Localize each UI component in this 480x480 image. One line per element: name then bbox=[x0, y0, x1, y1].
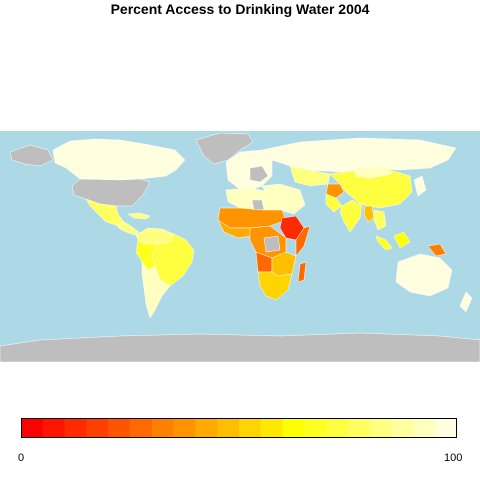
mongolia bbox=[354, 165, 393, 179]
legend-swatch bbox=[195, 418, 218, 438]
legend-outline bbox=[21, 418, 457, 438]
greenland bbox=[195, 132, 254, 165]
legend-swatch bbox=[326, 418, 349, 438]
southern-africa bbox=[257, 271, 293, 301]
southeast-asia bbox=[373, 209, 387, 231]
legend-swatch bbox=[304, 418, 327, 438]
legend-swatch bbox=[173, 418, 196, 438]
legend-swatch bbox=[369, 418, 392, 438]
australia bbox=[395, 253, 453, 297]
legend-swatch bbox=[282, 418, 305, 438]
myanmar bbox=[363, 205, 375, 223]
legend-swatch bbox=[413, 418, 436, 438]
legend-swatch bbox=[21, 418, 44, 438]
legend-swatch bbox=[239, 418, 262, 438]
legend-swatch bbox=[217, 418, 240, 438]
legend-swatch bbox=[260, 418, 283, 438]
legend-swatch bbox=[42, 418, 65, 438]
caribbean bbox=[127, 212, 151, 220]
legend-swatch bbox=[435, 418, 457, 438]
afghanistan bbox=[325, 183, 345, 199]
pakistan bbox=[325, 193, 343, 213]
color-legend bbox=[21, 418, 457, 438]
antarctica bbox=[0, 332, 480, 362]
page-title: Percent Access to Drinking Water 2004 bbox=[110, 1, 370, 17]
legend-swatch bbox=[391, 418, 414, 438]
borneo-java bbox=[393, 231, 411, 249]
alaska bbox=[9, 144, 54, 167]
legend-swatch bbox=[64, 418, 87, 438]
madagascar bbox=[297, 261, 307, 283]
somalia bbox=[295, 225, 311, 257]
legend-swatches bbox=[21, 418, 457, 438]
eastern-europe-no-data bbox=[249, 165, 269, 183]
legend-swatch bbox=[348, 418, 371, 438]
india bbox=[339, 199, 363, 233]
legend-min-label: 0 bbox=[18, 452, 25, 464]
central-america bbox=[115, 221, 140, 236]
southern-cone bbox=[141, 261, 171, 319]
world-choropleth-map bbox=[0, 131, 480, 362]
canada bbox=[52, 138, 186, 181]
congo-no-data bbox=[263, 235, 281, 253]
new-zealand bbox=[459, 291, 473, 313]
papua-new-guinea bbox=[427, 243, 447, 257]
usa bbox=[71, 178, 151, 207]
legend-swatch bbox=[130, 418, 153, 438]
sumatra bbox=[375, 235, 393, 251]
legend-swatch bbox=[151, 418, 174, 438]
sahara-no-data bbox=[251, 199, 265, 211]
legend-swatch bbox=[86, 418, 109, 438]
legend-max-label: 100 bbox=[444, 452, 463, 464]
korea-japan bbox=[413, 175, 427, 197]
legend-swatch bbox=[108, 418, 131, 438]
